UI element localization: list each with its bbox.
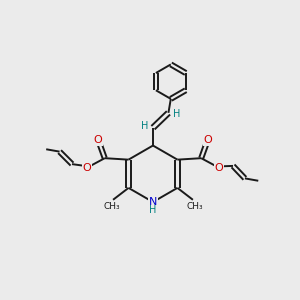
- Text: H: H: [141, 121, 148, 131]
- Text: O: O: [215, 163, 224, 173]
- Text: H: H: [173, 109, 180, 119]
- Text: O: O: [94, 135, 102, 145]
- Text: O: O: [204, 135, 212, 145]
- Text: CH₃: CH₃: [186, 202, 203, 211]
- Text: CH₃: CH₃: [103, 202, 120, 211]
- Text: N: N: [149, 197, 157, 207]
- Text: H: H: [149, 205, 157, 215]
- Text: O: O: [82, 163, 91, 173]
